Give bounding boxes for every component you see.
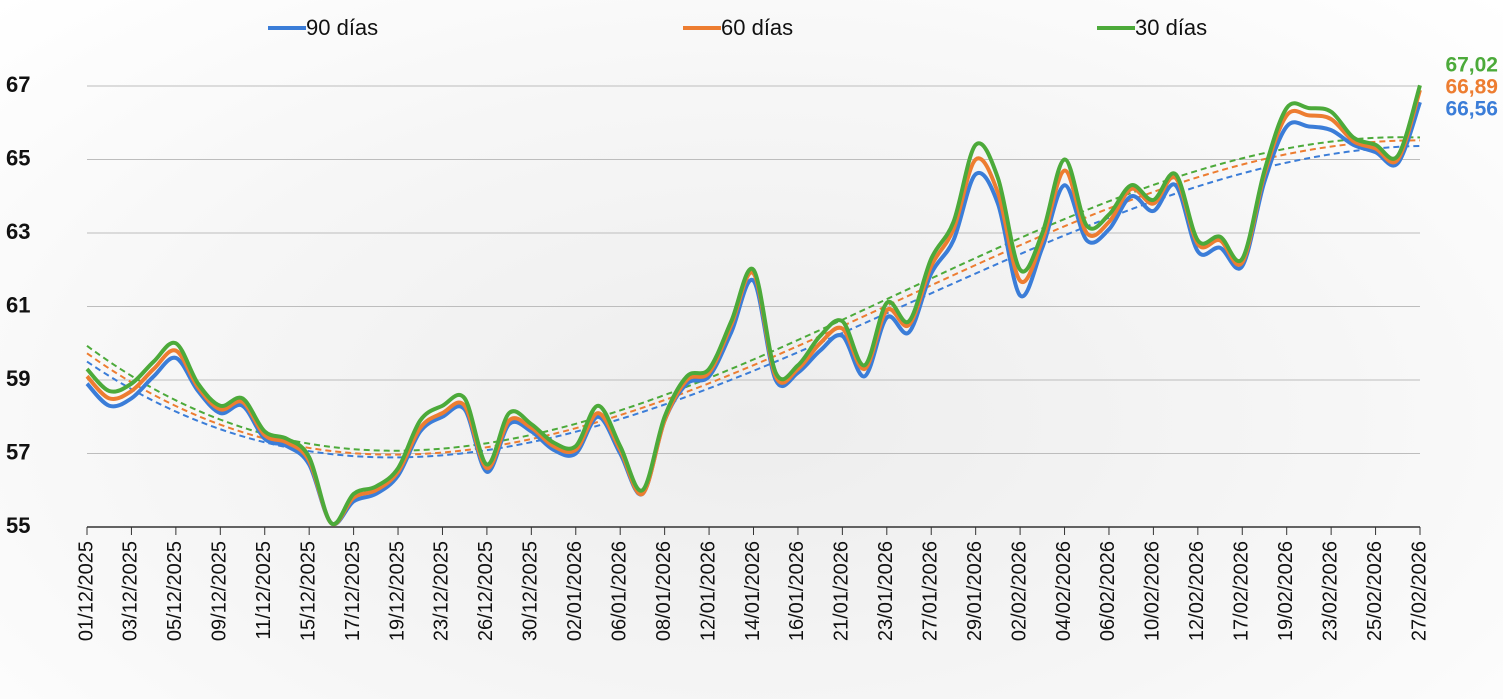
x-tick-label: 06/01/2026 bbox=[608, 541, 630, 641]
x-tick-label: 23/12/2025 bbox=[431, 541, 453, 641]
x-tick-label: 15/12/2025 bbox=[297, 541, 319, 641]
end-value-label: 66,56 bbox=[1445, 98, 1498, 121]
x-tick-label: 12/01/2026 bbox=[697, 541, 719, 641]
series-line bbox=[85, 89, 1422, 527]
x-tick-label: 06/02/2026 bbox=[1097, 541, 1119, 641]
x-tick-label: 21/01/2026 bbox=[831, 541, 853, 641]
x-tick-label: 16/01/2026 bbox=[786, 541, 808, 641]
x-tick-label: 03/12/2025 bbox=[120, 541, 142, 641]
x-tick-label: 27/02/2026 bbox=[1408, 541, 1430, 641]
x-tick-label: 02/02/2026 bbox=[1008, 541, 1030, 641]
x-tick-label: 25/02/2026 bbox=[1364, 541, 1386, 641]
x-tick-label: 27/01/2026 bbox=[920, 541, 942, 641]
x-tick-label: 26/12/2025 bbox=[475, 541, 497, 641]
x-tick-label: 05/12/2025 bbox=[164, 541, 186, 641]
y-tick-label: 63 bbox=[6, 219, 30, 244]
x-tick-label: 01/12/2025 bbox=[75, 541, 97, 641]
x-tick-label: 17/12/2025 bbox=[342, 541, 364, 641]
y-tick-label: 59 bbox=[6, 366, 30, 391]
x-tick-label: 10/02/2026 bbox=[1142, 541, 1164, 641]
x-tick-label: 29/01/2026 bbox=[964, 541, 986, 641]
end-value-label: 67,02 bbox=[1445, 54, 1498, 77]
trendline bbox=[86, 139, 1421, 456]
x-tick-label: 19/02/2026 bbox=[1275, 541, 1297, 641]
x-tick-label: 23/02/2026 bbox=[1319, 541, 1341, 641]
x-tick-label: 02/01/2026 bbox=[564, 541, 586, 641]
end-value-label: 66,89 bbox=[1445, 76, 1498, 99]
series-line bbox=[85, 84, 1422, 527]
x-tick-label: 11/12/2025 bbox=[253, 541, 275, 640]
legend-label: 30 días bbox=[1135, 15, 1207, 40]
y-tick-label: 61 bbox=[6, 292, 30, 317]
y-tick-label: 65 bbox=[6, 145, 30, 170]
x-tick-label: 04/02/2026 bbox=[1053, 541, 1075, 641]
legend-label: 90 días bbox=[306, 15, 378, 40]
x-tick-label: 12/02/2026 bbox=[1186, 541, 1208, 641]
y-tick-label: 67 bbox=[6, 72, 30, 97]
x-tick-label: 09/12/2025 bbox=[209, 541, 231, 641]
x-tick-label: 19/12/2025 bbox=[386, 541, 408, 641]
x-tick-label: 23/01/2026 bbox=[875, 541, 897, 641]
y-tick-label: 57 bbox=[6, 439, 30, 464]
trendline bbox=[86, 144, 1421, 459]
trendline bbox=[86, 136, 1421, 452]
legend-label: 60 días bbox=[721, 15, 793, 40]
x-tick-label: 08/01/2026 bbox=[653, 541, 675, 641]
x-tick-label: 30/12/2025 bbox=[520, 541, 542, 641]
x-tick-label: 17/02/2026 bbox=[1231, 541, 1253, 641]
series-line bbox=[85, 101, 1422, 527]
y-tick-label: 55 bbox=[6, 513, 30, 538]
x-tick-label: 14/01/2026 bbox=[742, 541, 764, 641]
